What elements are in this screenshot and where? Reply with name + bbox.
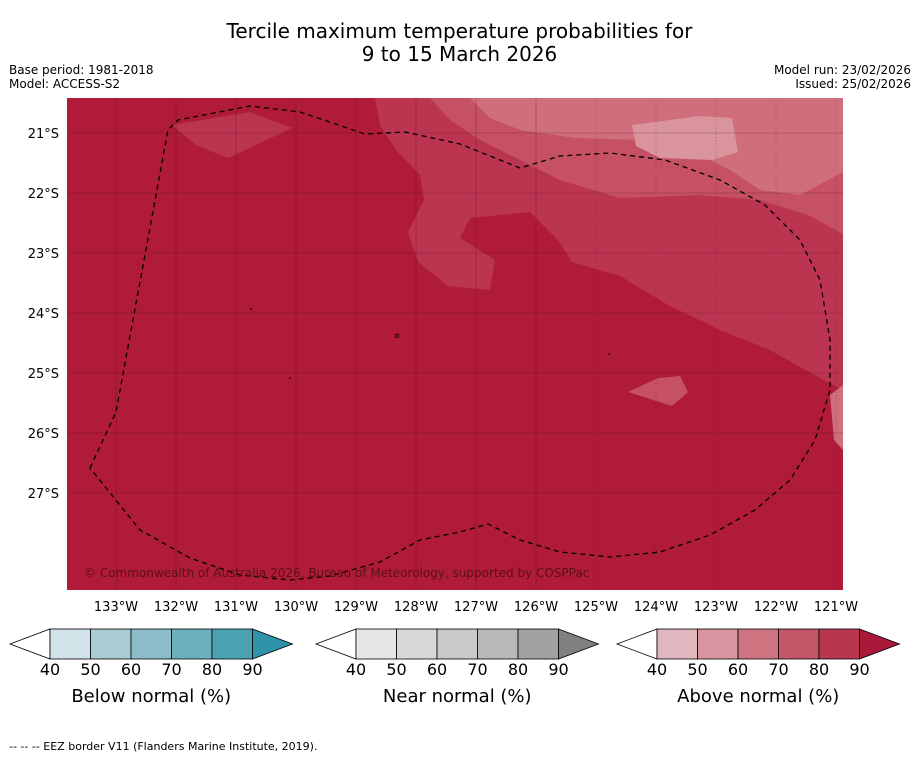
meta-left: Base period: 1981-2018 Model: ACCESS-S2: [9, 63, 154, 91]
colorbar-tick-label: 40: [646, 660, 668, 679]
model-name: Model: ACCESS-S2: [9, 77, 121, 91]
graticule: [67, 98, 843, 590]
lat-label: 27°S: [28, 487, 59, 502]
lon-label: 121°W: [814, 600, 858, 615]
colorbar-tick-label: 90: [849, 660, 870, 679]
issued-date: Issued: 25/02/2026: [795, 77, 911, 91]
lon-label: 123°W: [694, 600, 738, 615]
colorbar-tick-label: 80: [201, 660, 223, 679]
colorbar-min-arrow: [615, 628, 658, 660]
island-markers: [250, 308, 610, 379]
map-region-70-south: [628, 376, 688, 406]
colorbar-segment: [778, 628, 820, 660]
map-region-60-east: [830, 385, 843, 450]
colorbar-tick-label: 40: [345, 660, 367, 679]
model-run: Model run: 23/02/2026: [773, 63, 911, 77]
colorbar-max-arrow: [558, 628, 600, 660]
colorbar-segment: [697, 628, 739, 660]
lon-label: 130°W: [274, 600, 318, 615]
map-region-80-north: [172, 112, 292, 158]
title-line-2: 9 to 15 March 2026: [361, 42, 558, 66]
colorbar-tick-label: 70: [467, 660, 488, 679]
chart-title: Tercile maximum temperature probabilitie…: [0, 20, 919, 66]
colorbar-max-arrow: [859, 628, 901, 660]
colorbar-tick-label: 80: [808, 660, 830, 679]
colorbars-graphics: [8, 628, 901, 660]
colorbar-segment: [436, 628, 478, 660]
colorbar-tick-label: 60: [120, 660, 142, 679]
colorbar-max-arrow: [252, 628, 294, 660]
lon-label: 133°W: [94, 600, 138, 615]
lat-label: 25°S: [28, 367, 59, 382]
colorbar-segment: [90, 628, 132, 660]
colorbar-tick-label: 80: [507, 660, 529, 679]
colorbar-tick-label: 50: [80, 660, 101, 679]
colorbar-segment: [477, 628, 519, 660]
colorbar-tick-label: 50: [687, 660, 708, 679]
eez-border: [89, 105, 831, 581]
lat-label: 24°S: [28, 307, 59, 322]
colorbar-segment: [49, 628, 91, 660]
lon-label: 128°W: [394, 600, 438, 615]
colorbar-tick-label: 40: [39, 660, 61, 679]
colorbar-segment: [211, 628, 253, 660]
lon-label: 131°W: [214, 600, 258, 615]
lon-label: 129°W: [334, 600, 378, 615]
latitude-labels: 21°S 22°S 23°S 24°S 25°S 26°S 27°S: [28, 127, 59, 502]
lon-label: 125°W: [574, 600, 618, 615]
colorbar-segment: [818, 628, 860, 660]
colorbar-segment: [396, 628, 438, 660]
lat-label: 23°S: [28, 247, 59, 262]
map-region-50: [632, 116, 738, 160]
colorbar-title: Below normal (%): [71, 686, 232, 707]
lon-label: 122°W: [754, 600, 798, 615]
lon-label: 132°W: [154, 600, 198, 615]
colorbar-tick-label: 90: [242, 660, 263, 679]
lat-label: 22°S: [28, 187, 59, 202]
lon-label: 124°W: [634, 600, 678, 615]
colorbar-segment: [517, 628, 559, 660]
footer-note: -- -- -- EEZ border V11 (Flanders Marine…: [9, 740, 318, 753]
base-period: Base period: 1981-2018: [9, 63, 154, 77]
lon-label: 126°W: [514, 600, 558, 615]
colorbar-tick-label: 90: [548, 660, 569, 679]
map-region-60: [470, 98, 843, 195]
meta-right: Model run: 23/02/2026 Issued: 25/02/2026: [774, 63, 911, 91]
title-line-1: Tercile maximum temperature probabilitie…: [226, 19, 693, 43]
colorbar-segment: [737, 628, 779, 660]
colorbar-tick-label: 60: [426, 660, 448, 679]
colorbar-segment: [171, 628, 213, 660]
colorbar-segment: [130, 628, 172, 660]
colorbar-tick-label: 70: [768, 660, 789, 679]
colorbar-title: Near normal (%): [382, 686, 532, 707]
lon-label: 127°W: [454, 600, 498, 615]
colorbar-tick-label: 60: [727, 660, 749, 679]
colorbar-tick-label: 70: [161, 660, 182, 679]
colorbar-segment: [656, 628, 698, 660]
colorbar-min-arrow: [314, 628, 357, 660]
lat-label: 26°S: [28, 427, 59, 442]
colorbar-tick-label: 50: [386, 660, 407, 679]
colorbar-segment: [355, 628, 397, 660]
copyright-text: © Commonwealth of Australia 2026, Bureau…: [84, 566, 589, 580]
colorbar-title: Above normal (%): [677, 686, 840, 707]
lat-label: 21°S: [28, 127, 59, 142]
longitude-labels: 133°W 132°W 131°W 130°W 129°W 128°W 127°W 126°W…: [94, 600, 858, 615]
colorbar-min-arrow: [8, 628, 51, 660]
